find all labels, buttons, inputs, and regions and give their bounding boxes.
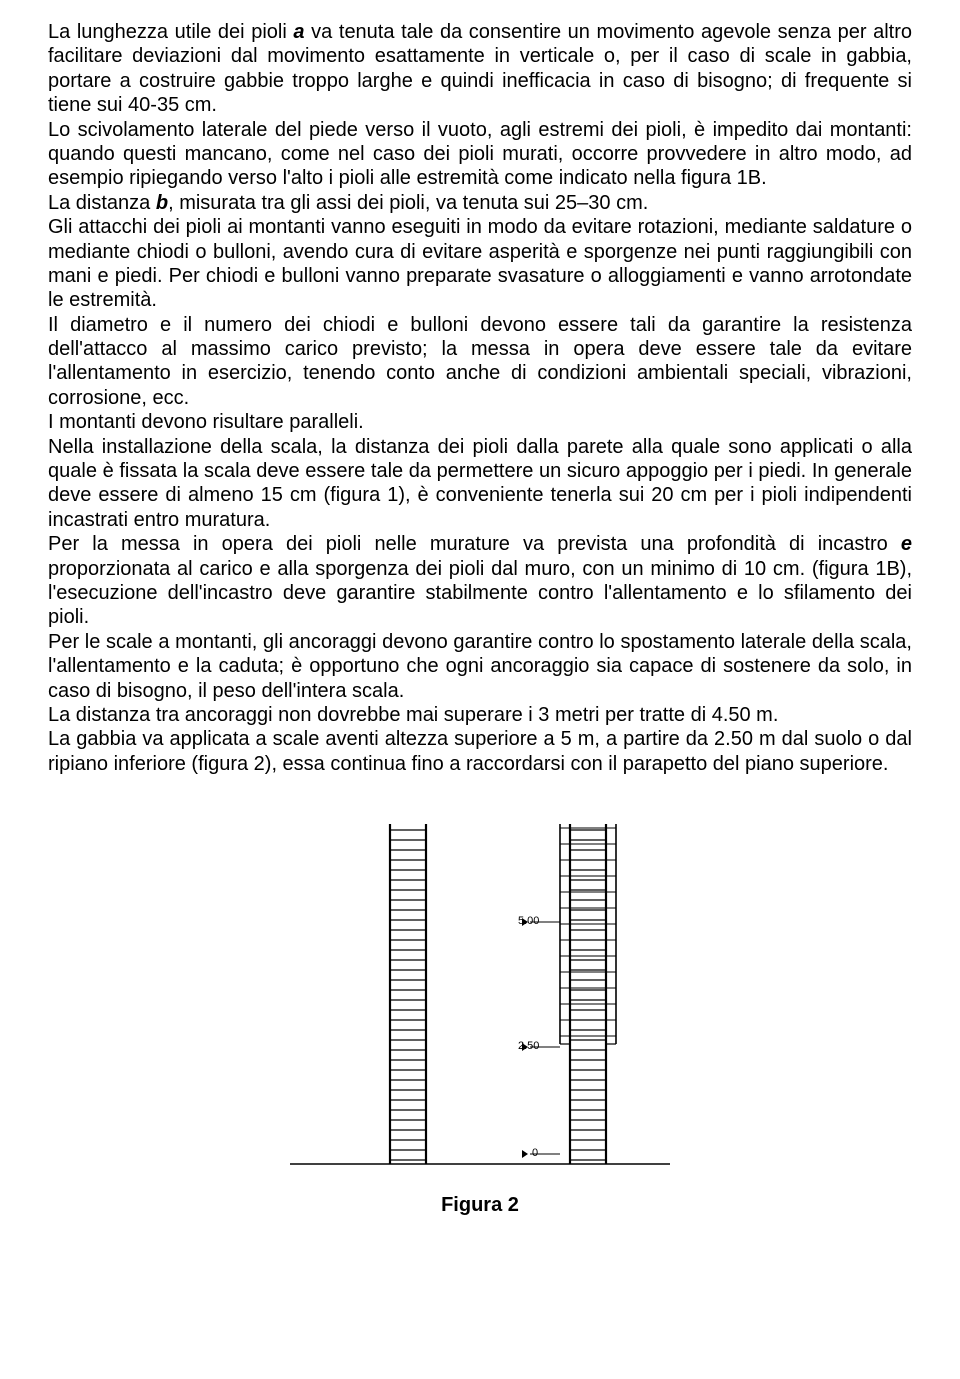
document-page: La lunghezza utile dei pioli a va tenuta…: [0, 0, 960, 1247]
paragraph-8: Per la messa in opera dei pioli nelle mu…: [48, 532, 912, 630]
svg-text:0: 0: [532, 1147, 538, 1159]
text-run: Per la messa in opera dei pioli nelle mu…: [48, 533, 901, 555]
paragraph-1: La lunghezza utile dei pioli a va tenuta…: [48, 20, 912, 118]
figure-2: 5.00 2.50 0 Figura 2: [48, 804, 912, 1217]
svg-text:2.50: 2.50: [518, 1040, 539, 1052]
text-run: La lunghezza utile dei pioli: [48, 21, 293, 43]
paragraph-3: La distanza b, misurata tra gli assi dei…: [48, 191, 912, 215]
text-run: , misurata tra gli assi dei pioli, va te…: [168, 192, 648, 214]
figure-2-caption: Figura 2: [48, 1194, 912, 1217]
paragraph-5: Il diametro e il numero dei chiodi e bul…: [48, 313, 912, 411]
paragraph-6: I montanti devono risultare paralleli.: [48, 410, 912, 434]
svg-text:5.00: 5.00: [518, 915, 539, 927]
paragraph-9: Per le scale a montanti, gli ancoraggi d…: [48, 630, 912, 703]
figure-2-svg: 5.00 2.50 0: [270, 804, 690, 1184]
text-run: proporzionata al carico e alla sporgenza…: [48, 558, 912, 629]
paragraph-10: La distanza tra ancoraggi non dovrebbe m…: [48, 703, 912, 727]
variable-a: a: [293, 21, 304, 43]
variable-b: b: [156, 192, 168, 214]
text-run: La distanza: [48, 192, 156, 214]
paragraph-4: Gli attacchi dei pioli ai montanti vanno…: [48, 215, 912, 313]
variable-e: e: [901, 533, 912, 555]
paragraph-7: Nella installazione della scala, la dist…: [48, 435, 912, 533]
paragraph-11: La gabbia va applicata a scale aventi al…: [48, 727, 912, 776]
paragraph-2: Lo scivolamento laterale del piede verso…: [48, 118, 912, 191]
